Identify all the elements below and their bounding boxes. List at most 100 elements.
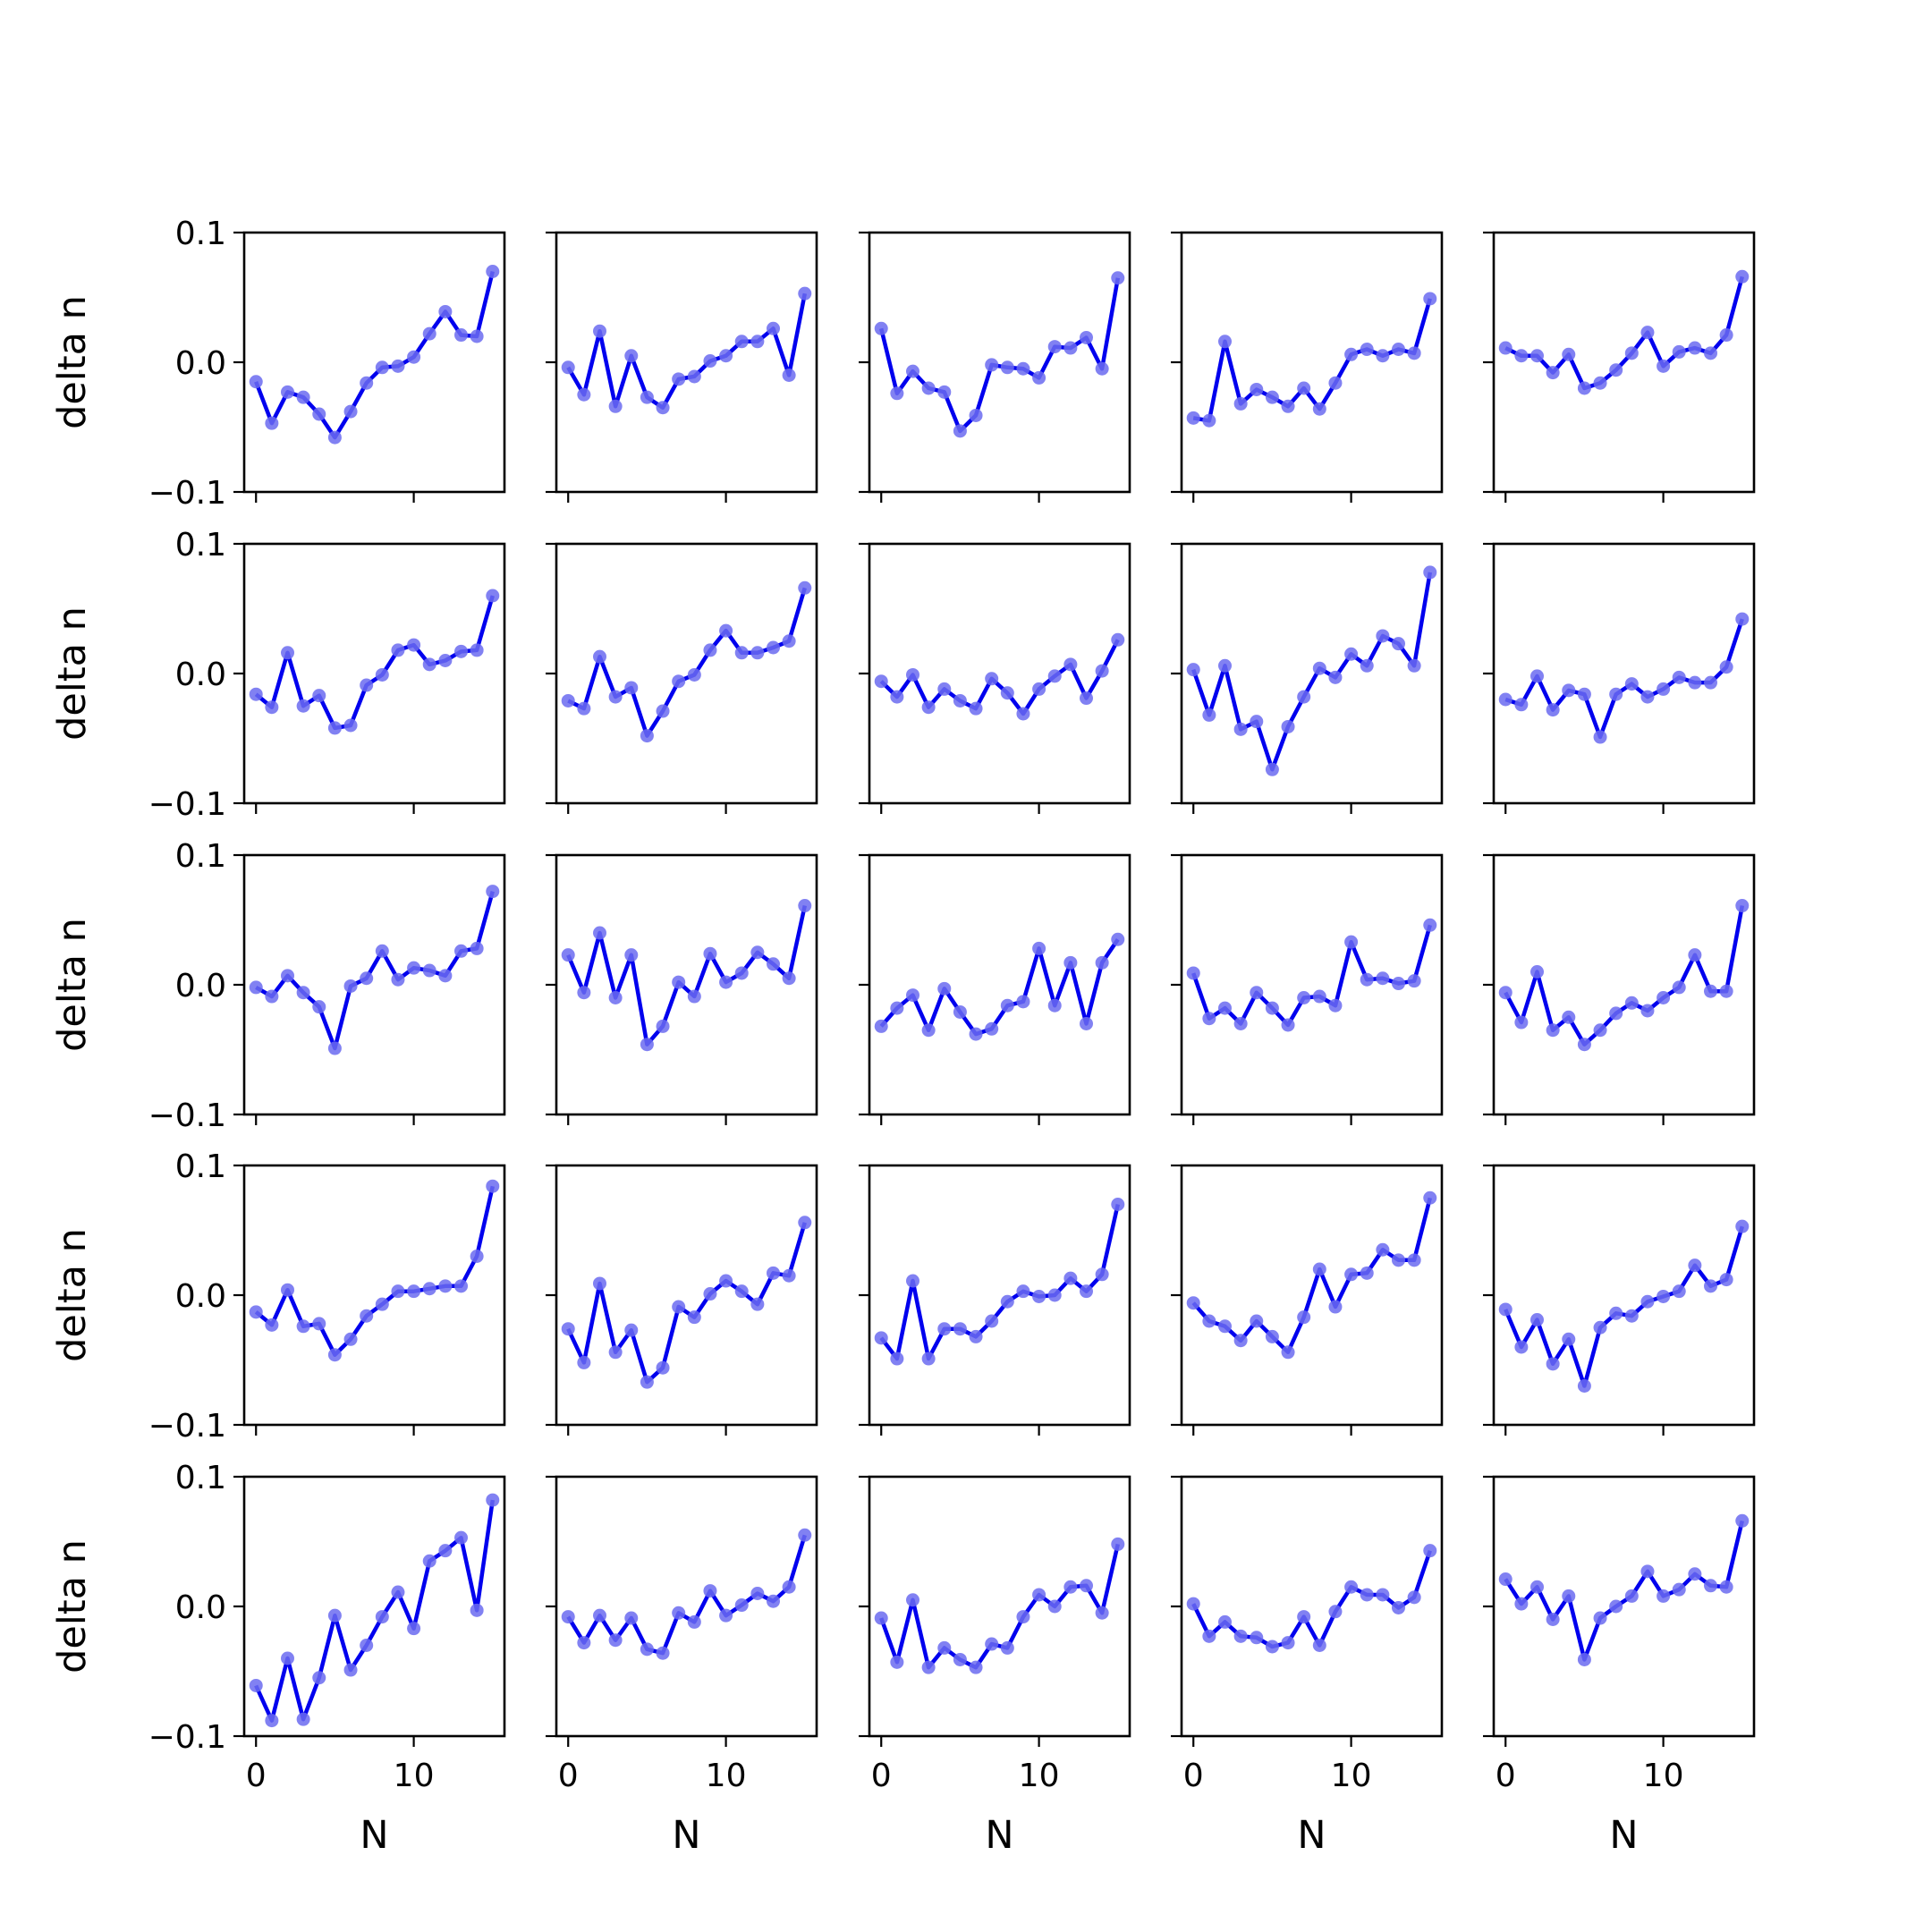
data-point bbox=[1640, 1564, 1655, 1579]
data-point bbox=[561, 360, 575, 375]
data-point bbox=[1032, 370, 1046, 385]
data-point bbox=[953, 693, 967, 708]
data-point bbox=[1218, 1001, 1232, 1015]
subplot-r3-c0: −0.1 0.0 0.1 delta n bbox=[50, 1148, 506, 1445]
data-point bbox=[407, 1284, 421, 1299]
data-point bbox=[624, 948, 639, 962]
data-point bbox=[1562, 683, 1576, 698]
y-tick-label: 0.1 bbox=[175, 1148, 226, 1185]
y-axis-label: delta n bbox=[50, 295, 95, 429]
data-point bbox=[1392, 977, 1405, 991]
data-point bbox=[265, 700, 279, 715]
data-point bbox=[1312, 1262, 1326, 1276]
data-point bbox=[890, 1352, 904, 1366]
data-point bbox=[343, 718, 358, 733]
data-point bbox=[375, 944, 389, 958]
data-point bbox=[703, 1584, 717, 1598]
data-point bbox=[470, 643, 484, 657]
subplot-r0-c0: −0.1 0.0 0.1 delta n bbox=[50, 216, 506, 512]
data-point bbox=[1233, 396, 1248, 411]
data-point bbox=[1111, 932, 1125, 946]
data-point bbox=[1344, 347, 1359, 361]
data-point bbox=[1047, 1599, 1062, 1614]
data-point bbox=[734, 966, 749, 980]
data-point bbox=[593, 1608, 606, 1623]
subplot-r0-c2 bbox=[859, 231, 1131, 503]
data-point bbox=[1265, 390, 1279, 404]
data-point bbox=[1640, 326, 1655, 340]
data-point bbox=[1016, 361, 1030, 376]
data-point bbox=[1250, 1314, 1264, 1328]
data-point bbox=[296, 1712, 310, 1726]
data-point bbox=[281, 385, 294, 399]
data-point bbox=[1688, 1258, 1702, 1273]
data-point bbox=[1328, 376, 1343, 390]
data-point bbox=[312, 1317, 326, 1331]
data-point bbox=[1360, 658, 1374, 673]
data-point bbox=[734, 335, 749, 349]
data-point bbox=[438, 304, 453, 318]
data-point bbox=[1704, 346, 1717, 360]
data-point bbox=[1546, 1023, 1560, 1038]
data-point bbox=[360, 678, 374, 692]
series-line bbox=[1504, 275, 1744, 391]
data-point bbox=[561, 693, 575, 708]
data-point bbox=[1719, 1273, 1733, 1287]
data-point bbox=[327, 721, 342, 735]
data-point bbox=[1530, 349, 1544, 363]
data-point bbox=[577, 387, 591, 402]
data-point bbox=[1392, 343, 1405, 356]
data-point bbox=[937, 981, 952, 996]
data-point bbox=[1360, 343, 1374, 356]
data-point bbox=[1063, 657, 1078, 672]
data-point bbox=[249, 687, 263, 701]
data-point bbox=[1218, 1614, 1232, 1629]
data-point bbox=[343, 404, 358, 419]
data-point bbox=[265, 1714, 279, 1728]
series-line bbox=[1191, 572, 1433, 772]
data-point bbox=[874, 674, 888, 689]
series-line bbox=[254, 270, 495, 440]
data-point bbox=[624, 681, 639, 695]
data-point bbox=[327, 1608, 342, 1623]
x-tick-label: 0 bbox=[246, 1758, 267, 1794]
series-line bbox=[1504, 618, 1744, 740]
series-line bbox=[1504, 905, 1745, 1046]
data-point bbox=[327, 1348, 342, 1362]
data-point bbox=[1297, 690, 1311, 704]
data-point bbox=[561, 948, 575, 962]
data-point bbox=[1063, 955, 1078, 970]
data-point bbox=[1624, 677, 1639, 691]
y-tick-label: 0.0 bbox=[175, 1589, 226, 1626]
x-tick-label: 10 bbox=[1019, 1758, 1060, 1794]
data-point bbox=[1498, 986, 1513, 1000]
data-point bbox=[1063, 1271, 1078, 1285]
data-point bbox=[969, 1027, 983, 1041]
data-point bbox=[640, 390, 654, 404]
y-tick-label: 0.0 bbox=[175, 657, 226, 693]
data-point bbox=[1250, 382, 1264, 396]
data-point bbox=[703, 354, 717, 369]
data-point bbox=[1577, 381, 1591, 395]
x-axis-label: N bbox=[985, 1813, 1013, 1858]
data-point bbox=[1704, 1279, 1717, 1293]
data-point bbox=[672, 975, 686, 989]
x-axis-label: N bbox=[1609, 1813, 1638, 1858]
data-point bbox=[1281, 719, 1295, 733]
data-point bbox=[486, 1493, 500, 1507]
data-point bbox=[1000, 1294, 1014, 1309]
data-point bbox=[798, 1216, 812, 1230]
data-point bbox=[296, 390, 310, 404]
data-point bbox=[1344, 1580, 1359, 1594]
data-point bbox=[577, 986, 591, 1000]
data-point bbox=[1376, 971, 1390, 986]
y-tick-label: 0.1 bbox=[175, 527, 226, 564]
data-point bbox=[561, 1610, 575, 1624]
data-point bbox=[391, 1585, 405, 1599]
data-point bbox=[327, 430, 342, 445]
data-point bbox=[1376, 1242, 1390, 1257]
y-tick-label: 0.0 bbox=[175, 345, 226, 382]
data-point bbox=[1186, 663, 1200, 677]
data-point bbox=[265, 989, 279, 1004]
